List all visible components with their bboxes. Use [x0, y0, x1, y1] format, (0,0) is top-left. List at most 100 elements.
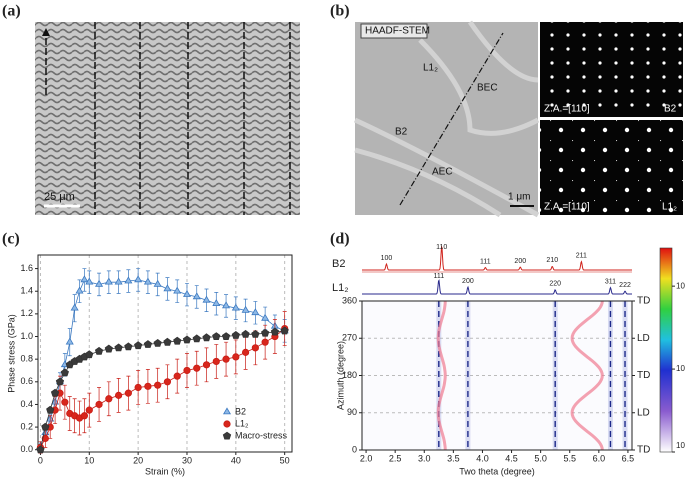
phase-label: AEC — [432, 167, 453, 178]
marker — [202, 361, 211, 369]
marker — [222, 355, 230, 363]
y-tick-label: 180 — [342, 370, 357, 380]
marker — [163, 337, 172, 346]
marker — [134, 275, 143, 283]
peak-label: 311 — [605, 279, 616, 286]
y-tick-label: 360 — [342, 295, 357, 305]
marker — [261, 313, 270, 321]
marker — [223, 420, 231, 428]
marker — [143, 340, 153, 348]
marker — [251, 344, 259, 352]
y-tick-label: 1.6 — [20, 263, 33, 273]
x-tick-label: 40 — [231, 455, 241, 465]
x-tick-label: 10 — [84, 455, 94, 465]
inset-title: HAADF-STEM — [365, 26, 430, 37]
marker — [192, 334, 201, 343]
marker — [222, 431, 232, 440]
zone-axis: Z.A.=[110] — [544, 104, 590, 115]
marker — [241, 305, 250, 313]
direction-label: LD — [637, 407, 650, 418]
zone-axis: Z.A.=[110] — [544, 202, 590, 213]
y-tick-label: 0.0 — [20, 444, 33, 454]
legend-label: L1₂ — [235, 418, 249, 428]
marker — [222, 301, 231, 309]
panel-label: (c) — [2, 231, 20, 248]
diffraction-pattern — [540, 22, 683, 117]
marker — [50, 388, 60, 397]
y-tick-label: 1.4 — [20, 286, 33, 296]
marker — [251, 308, 260, 316]
y-axis-label: Phase stress (GPa) — [6, 314, 16, 393]
marker — [134, 341, 143, 350]
legend-label: B2 — [235, 406, 246, 416]
marker — [261, 338, 269, 346]
peak-label: 210 — [546, 257, 558, 264]
boundaries — [45, 22, 291, 215]
arrow-head — [42, 28, 50, 36]
marker — [36, 445, 45, 454]
marker — [154, 381, 162, 389]
x-tick-label: 20 — [133, 455, 143, 465]
panel-label: (b) — [330, 3, 350, 20]
x-axis-label: Two theta (degree) — [459, 466, 535, 476]
colorbar-label: 10⁴ — [676, 364, 685, 373]
colorbar — [659, 247, 673, 453]
marker — [192, 292, 201, 300]
profile-name: B2 — [332, 258, 345, 270]
y-tick-label: 0 — [352, 444, 357, 454]
y-tick-label: 270 — [342, 333, 357, 343]
marker — [251, 329, 260, 338]
strain-curve — [570, 300, 604, 451]
marker — [193, 364, 201, 372]
marker — [85, 406, 93, 414]
scale-label: 1 μm — [508, 192, 530, 203]
x-tick-label: 6.5 — [622, 453, 635, 463]
scale-label: 25 μm — [44, 191, 75, 203]
x-tick-label: 4.0 — [476, 453, 489, 463]
marker — [105, 395, 113, 403]
marker — [202, 295, 211, 303]
marker — [70, 303, 79, 311]
marker — [182, 335, 192, 344]
peak-label: 200 — [462, 278, 474, 285]
peak-label: 100 — [381, 255, 393, 262]
profile-name: L1₂ — [332, 282, 349, 294]
marker — [94, 346, 104, 355]
inset-box — [360, 23, 428, 39]
y-tick-label: 0.8 — [20, 354, 33, 364]
y-tick-label: 90 — [347, 407, 357, 417]
marker — [75, 286, 84, 294]
marker — [80, 412, 89, 420]
domains — [353, 20, 540, 218]
marker — [223, 407, 231, 415]
marker — [173, 372, 181, 380]
marker — [231, 303, 240, 311]
direction-label: TD — [637, 445, 650, 456]
marker — [114, 391, 123, 399]
phase: L1₂ — [662, 202, 677, 213]
y-tick-label: 0.2 — [20, 421, 33, 431]
strain-curve — [436, 301, 447, 450]
y-tick-label: 0.4 — [20, 399, 33, 409]
marker — [134, 383, 142, 392]
x-tick-label: 0 — [38, 455, 43, 465]
marker — [232, 353, 240, 361]
panel-label: (d) — [330, 231, 350, 248]
marker — [183, 366, 191, 375]
marker — [163, 284, 172, 292]
marker — [114, 277, 123, 285]
legend-label: Macro-stress — [235, 430, 288, 440]
marker — [163, 378, 172, 386]
x-tick-label: 5.0 — [534, 453, 547, 463]
peak-label: 220 — [549, 281, 561, 288]
marker — [104, 277, 113, 285]
marker — [212, 357, 220, 366]
y-tick-label: 1.0 — [20, 331, 33, 341]
phase: B2 — [664, 104, 677, 115]
profile — [362, 245, 632, 271]
marker — [202, 333, 211, 342]
peak-label: 211 — [576, 252, 587, 259]
colorbar-label: 10⁵ — [676, 281, 685, 290]
marker — [60, 368, 69, 377]
